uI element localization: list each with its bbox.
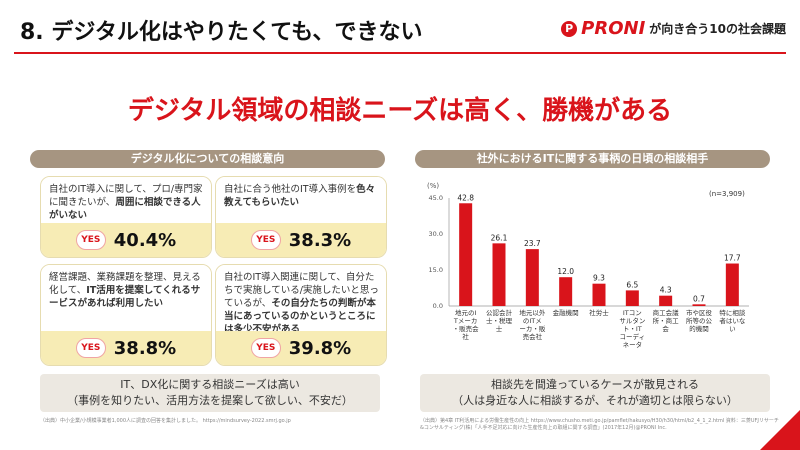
card-text: 自社のIT導入に関して、プロ/専門家に聞きたいが、 <box>49 184 203 208</box>
bar-value-label: 12.0 <box>557 267 574 276</box>
survey-card: 自社に合う他社のIT導入事例を色々教えてもらいたい YES 38.3% <box>215 176 387 258</box>
category-label: 金融機関 <box>553 308 579 317</box>
yes-percentage: 38.8% <box>113 337 177 359</box>
category-label: 特に相談者はいない <box>719 308 746 333</box>
bar <box>692 304 706 306</box>
summary-line: （人は身近な人に相談するが、それが適切とは限らない） <box>452 394 738 407</box>
survey-card: 自社のIT導入関連に関して、自分たちで実施している/実施したいと思っているが、そ… <box>215 264 387 366</box>
y-axis-label: (%) <box>427 182 439 190</box>
sample-size-label: (n=3,909) <box>709 190 745 198</box>
bar-value-label: 0.7 <box>693 294 705 303</box>
summary-line: 相談先を間違っているケースが散見される <box>491 378 699 391</box>
card-text: 経営課題、業務課題を整理、見える化して、 <box>49 272 201 296</box>
yes-badge: YES <box>250 230 281 250</box>
card-highlight: IT活用を提案してくれるサービスがあれば利用したい <box>49 285 201 309</box>
bar-value-label: 26.1 <box>491 233 508 242</box>
yes-badge: YES <box>75 338 106 358</box>
bar <box>659 295 673 306</box>
corner-accent <box>760 410 800 450</box>
bar <box>559 277 573 306</box>
card-highlight: 周囲に相談できる人がいない <box>49 197 201 221</box>
category-label: 地元以外のITメーカ・販売会社 <box>519 308 546 341</box>
bar <box>492 243 506 306</box>
yes-percentage: 40.4% <box>113 229 177 251</box>
left-panel-header: デジタル化についての相談意向 <box>30 150 385 168</box>
brand-tagline: が向き合う10の社会課題 <box>649 22 786 36</box>
yes-percentage: 38.3% <box>288 229 352 251</box>
bar <box>625 290 639 306</box>
yes-badge: YES <box>75 230 106 250</box>
bar <box>592 283 606 306</box>
summary-line: （事例を知りたい、活用方法を提案して欲しい、不安だ） <box>67 394 353 407</box>
survey-card-text: 経営課題、業務課題を整理、見える化して、IT活用を提案してくれるサービスがあれば… <box>41 265 211 310</box>
consultation-bar-chart: (%) (n=3,909) 0.0 15.0 30.0 45.0 42.8 地元のI Tメーカ・… <box>427 182 749 349</box>
brand-logo: P PRONI が向き合う10の社会課題 <box>561 18 786 39</box>
card-result: YES 38.3% <box>216 223 386 257</box>
category-label: 公認会計士・税理士 <box>486 308 513 333</box>
y-tick-label: 30.0 <box>429 230 443 238</box>
survey-card-text: 自社のIT導入に関して、プロ/専門家に聞きたいが、周囲に相談できる人がいない <box>41 177 211 222</box>
category-label: 地元のI Tメーカ・販売会社 <box>453 308 480 341</box>
bar <box>525 249 539 306</box>
bar <box>459 203 473 306</box>
y-tick-label: 15.0 <box>429 266 443 274</box>
headline: デジタル領域の相談ニーズは高く、勝機がある <box>127 96 673 126</box>
brand-mark-icon: P <box>561 20 578 37</box>
survey-card: 経営課題、業務課題を整理、見える化して、IT活用を提案してくれるサービスがあれば… <box>40 264 212 366</box>
card-result: YES 38.8% <box>41 331 211 365</box>
left-summary: IT、DX化に関する相談ニーズは高い （事例を知りたい、活用方法を提案して欲しい… <box>40 374 380 412</box>
card-highlight: その自分たちの判断が本当にあっているのかというところには多少不安がある <box>224 298 376 335</box>
y-tick-label: 0.0 <box>433 302 443 310</box>
bar-value-label: 6.5 <box>626 280 638 289</box>
bar-value-label: 4.3 <box>660 286 672 295</box>
slide-title: 8. デジタル化はやりたくても、できない <box>20 20 423 45</box>
card-highlight: 色々教えてもらいたい <box>224 184 376 208</box>
bar-value-label: 17.7 <box>724 254 741 263</box>
bar-value-label: 42.8 <box>457 193 474 202</box>
card-result: YES 39.8% <box>216 331 386 365</box>
right-summary: 相談先を間違っているケースが散見される （人は身近な人に相談するが、それが適切と… <box>420 374 770 412</box>
card-text: 自社に合う他社のIT導入事例を <box>224 184 357 195</box>
right-panel-header: 社外におけるITに関する事柄の日頃の相談相手 <box>415 150 770 168</box>
bar <box>725 263 739 306</box>
bar-value-label: 23.7 <box>524 239 541 248</box>
category-label: 市や区役所等の公的機関 <box>686 308 713 333</box>
yes-percentage: 39.8% <box>288 337 352 359</box>
survey-card-text: 自社に合う他社のIT導入事例を色々教えてもらいたい <box>216 177 386 209</box>
summary-line: IT、DX化に関する相談ニーズは高い <box>120 378 300 391</box>
category-label: ITコンサルタント・IT コーディネータ <box>619 309 645 349</box>
card-result: YES 40.4% <box>41 223 211 257</box>
card-text: 自社のIT導入関連に関して、自分たちで実施している/実施したいと思っているが、 <box>224 272 379 309</box>
source-note: （出典）中小企業/小規模事業者1,000人に調査の回答を集計しました。 http… <box>40 418 291 424</box>
category-label: 社労士 <box>589 308 609 317</box>
y-tick-label: 45.0 <box>429 194 443 202</box>
brand-name: PRONI <box>581 18 646 39</box>
bar-value-label: 9.3 <box>593 274 605 283</box>
title-divider <box>14 52 786 54</box>
survey-card: 自社のIT導入に関して、プロ/専門家に聞きたいが、周囲に相談できる人がいない Y… <box>40 176 212 258</box>
category-label: 商工会議所・商工会 <box>653 308 680 333</box>
source-note: （出典）第4章 IT利活用による労働生産性の向上 https://www.chu… <box>420 418 779 431</box>
survey-card-text: 自社のIT導入関連に関して、自分たちで実施している/実施したいと思っているが、そ… <box>216 265 386 336</box>
yes-badge: YES <box>250 338 281 358</box>
